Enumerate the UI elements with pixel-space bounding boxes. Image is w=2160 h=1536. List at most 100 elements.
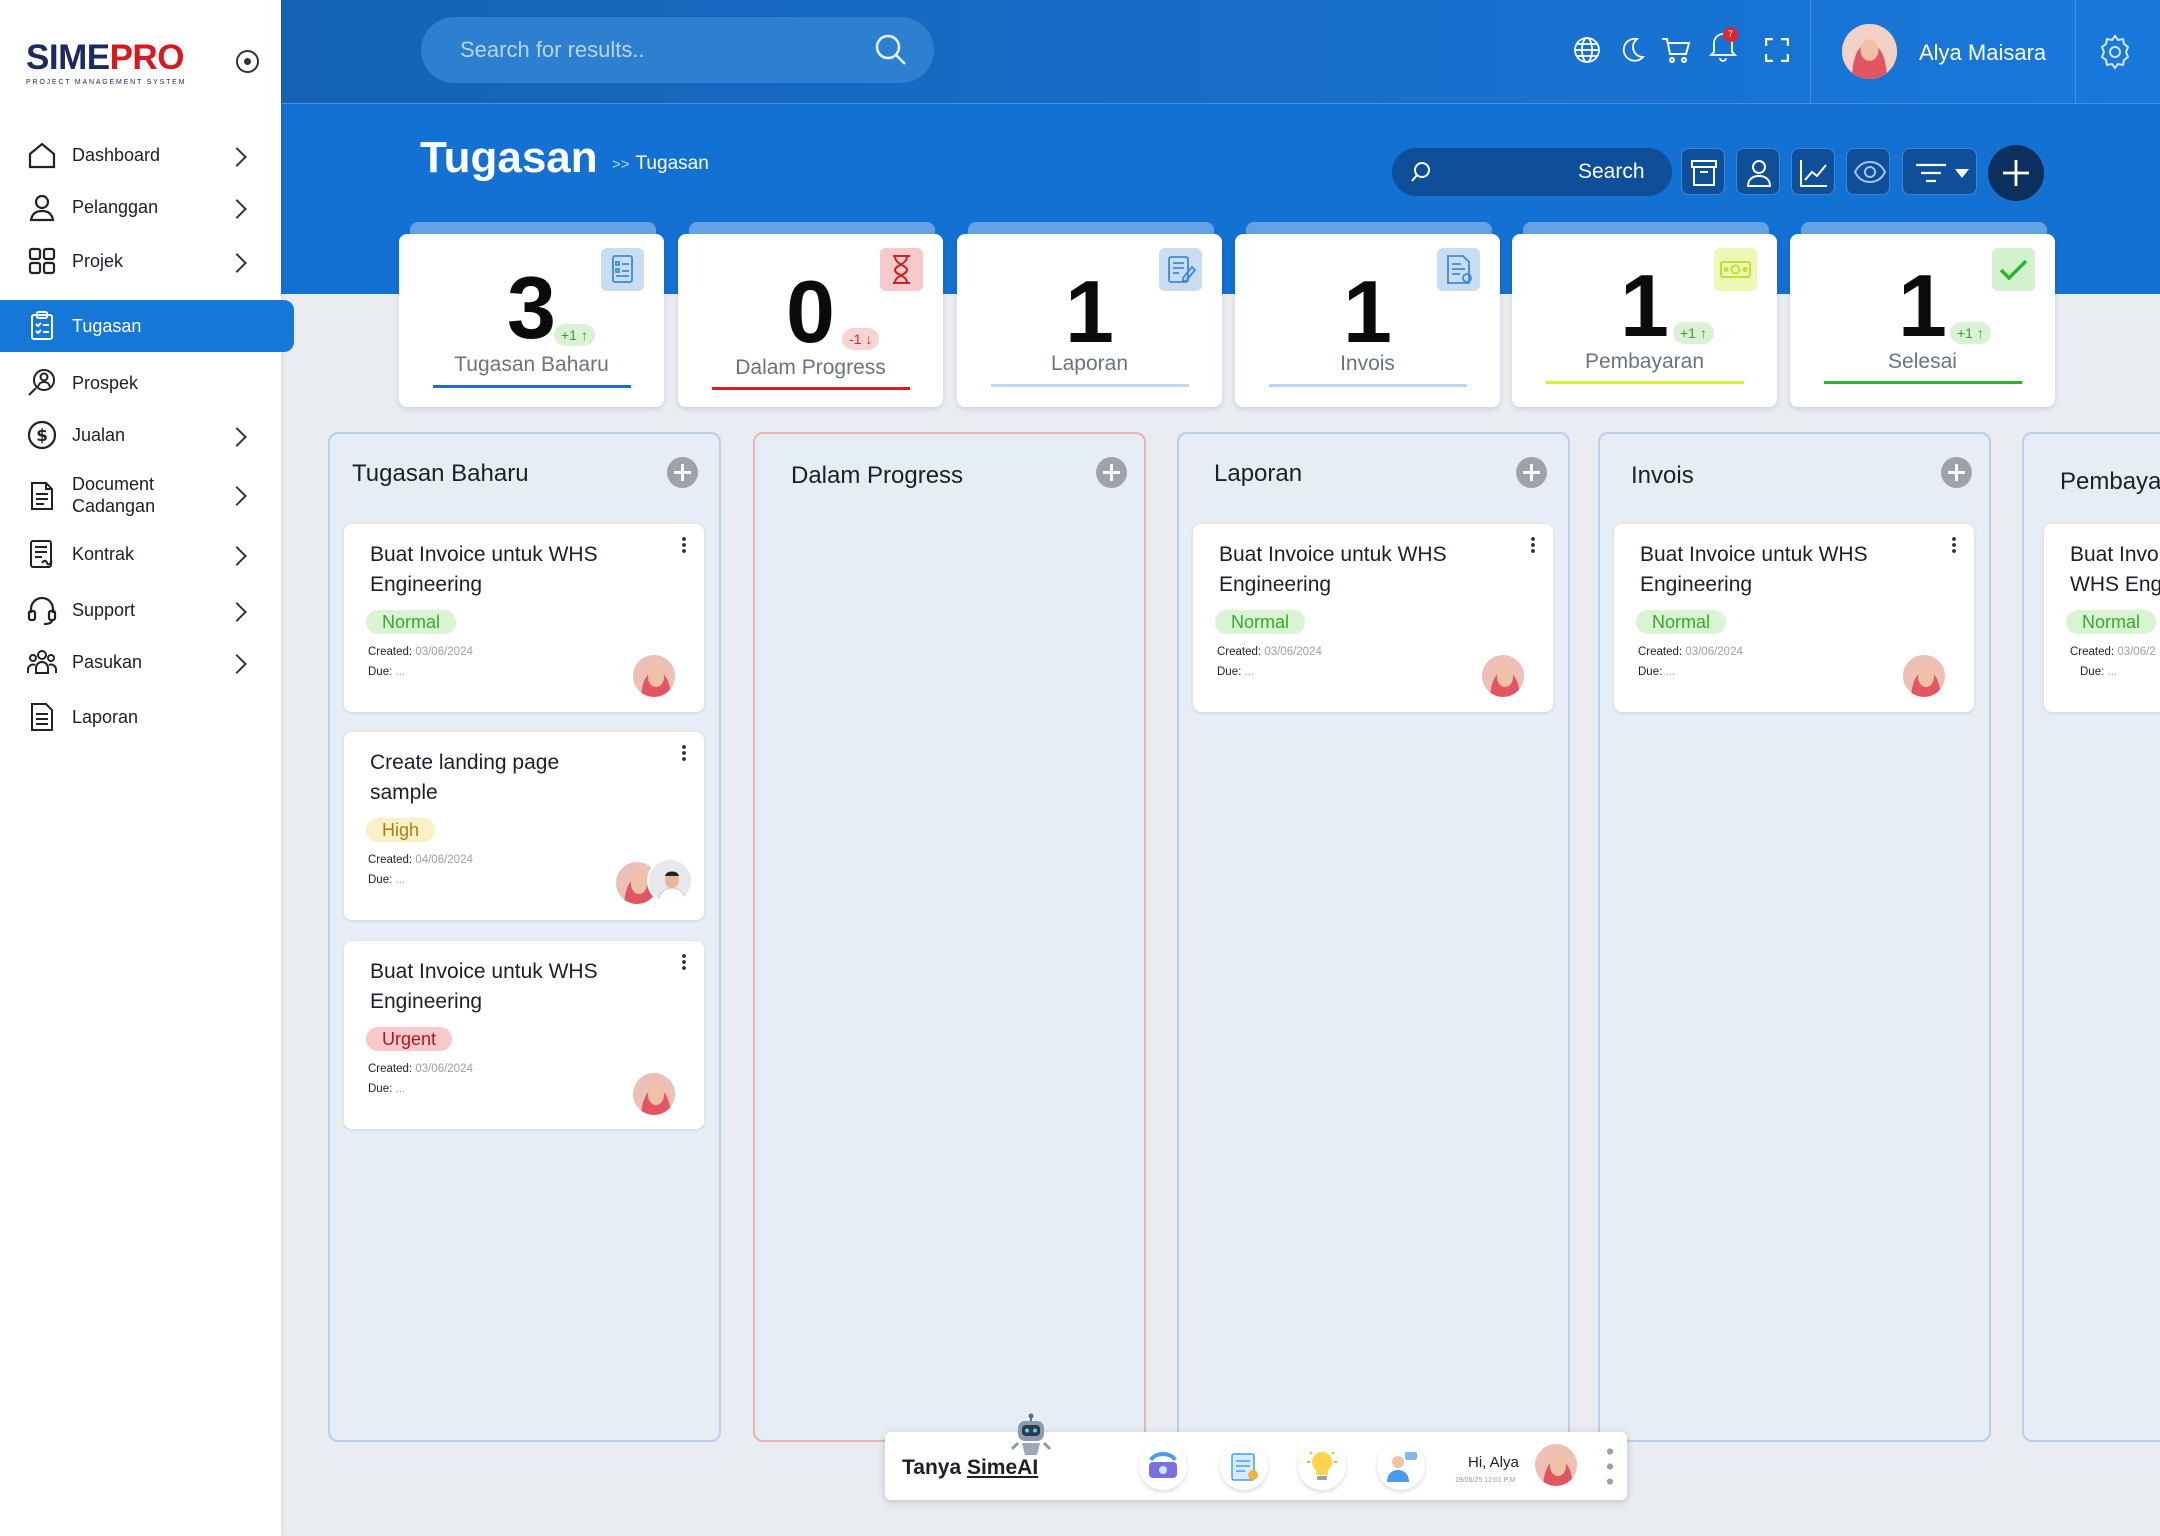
notification-bell[interactable]: 7 [1709,27,1738,62]
more-vertical-icon[interactable] [682,953,686,971]
task-title: Buat Invo [2070,543,2159,566]
kanban-column-dalam-progress: Dalam Progress [753,432,1146,1442]
ai-shortcut-button[interactable] [1298,1442,1346,1490]
filter-dropdown-button[interactable] [1902,148,1977,195]
view-toggle-button[interactable] [1846,148,1890,195]
sidebar-item-pasukan[interactable]: Pasukan [0,640,294,684]
sidebar-item-support[interactable]: Support [0,588,294,632]
moon-icon[interactable] [1619,36,1645,64]
task-title-line2: WHS Eng [2070,573,2160,596]
add-task-button[interactable] [1988,145,2044,201]
sidebar-item-label: Pelanggan [72,197,159,217]
archive-button[interactable] [1681,148,1725,195]
assignee-filter-button[interactable] [1736,148,1780,195]
task-created: Created: 03/06/2024 [1217,646,1322,658]
stat-card-laporan[interactable]: 1 Laporan [957,234,1222,407]
sidebar-item-document-cadangan[interactable]: Document Cadangan [0,465,294,527]
add-card-button[interactable] [1516,457,1547,488]
add-card-button[interactable] [1941,457,1972,488]
sidebar-toggle-icon[interactable] [236,50,259,73]
task-card[interactable]: Buat Invoice untuk WHS Engineering Urgen… [344,941,704,1129]
stat-label: Selesai [1888,350,1957,373]
home-icon [28,142,56,169]
stat-label: Tugasan Baharu [454,353,609,376]
priority-badge: Normal [1215,610,1306,634]
analytics-button[interactable] [1791,148,1835,195]
stat-card-tugasan-baharu[interactable]: 3 +1 ↑ Tugasan Baharu [399,234,664,407]
settings-gear-icon[interactable] [2097,34,2133,70]
task-due: Due: ... [368,1083,406,1095]
assignee-avatar[interactable] [631,653,677,699]
task-card[interactable]: Buat Invoice untuk WHS Engineering Norma… [344,524,704,712]
task-created: Created: 03/06/2 [2070,646,2156,658]
contract-icon [30,540,53,568]
stat-card-selesai[interactable]: 1 +1 ↑ Selesai [1790,234,2055,407]
stat-label: Pembayaran [1584,350,1705,373]
svg-text:$: $ [36,426,48,446]
sidebar-item-kontrak[interactable]: Kontrak [0,532,294,576]
task-created: Created: 04/06/2024 [368,854,473,866]
dollar-icon: $ [27,420,57,450]
sidebar-item-label: Jualan [72,425,126,445]
cart-icon[interactable] [1661,36,1691,64]
assignee-avatar[interactable] [647,858,693,904]
eye-icon [1854,160,1886,184]
sidebar-item-prospek[interactable]: Prospek [0,361,294,405]
assignee-avatar[interactable] [631,1071,677,1117]
report-edit-icon [1159,248,1202,291]
assignee-avatar[interactable] [1480,653,1526,699]
task-card[interactable]: Create landing page sample High Created:… [344,732,704,920]
task-search-input[interactable]: Search [1392,148,1672,196]
search-icon [875,34,906,65]
add-card-button[interactable] [667,457,698,488]
global-search-input[interactable]: Search for results.. [421,17,934,83]
ai-assistant-label[interactable]: Tanya SimeAI [902,1456,1039,1479]
logo-text-sime: SIME [26,38,110,77]
sidebar-item-pelanggan[interactable]: Pelanggan [0,185,294,229]
globe-icon[interactable] [1573,36,1601,64]
sidebar-item-tugasan[interactable]: Tugasan [0,300,294,352]
user-name[interactable]: Alya Maisara [1919,40,2047,65]
more-vertical-icon[interactable] [682,744,686,762]
divider [2075,0,2076,104]
stat-label: Invois [1340,352,1395,375]
user-avatar[interactable] [1842,24,1897,79]
sidebar-item-dashboard[interactable]: Dashboard [0,133,294,177]
assignee-avatar[interactable] [1901,653,1947,699]
app-logo[interactable]: SIMEPRO PROJECT MANAGEMENT SYSTEM [26,40,186,86]
ai-shortcut-button[interactable] [1139,1442,1187,1490]
priority-badge: Normal [2066,610,2157,634]
more-vertical-icon[interactable] [1952,536,1956,554]
checklist-icon [601,248,644,291]
sidebar-item-laporan[interactable]: Laporan [0,695,294,739]
team-icon [27,650,57,674]
stat-card-dalam-progress[interactable]: 0 -1 ↓ Dalam Progress [678,234,943,407]
user-avatar[interactable] [1533,1442,1579,1488]
stat-accent-bar [1824,381,2022,384]
ai-shortcut-button[interactable] [1377,1442,1425,1490]
more-vertical-icon[interactable] [1607,1444,1613,1488]
add-card-button[interactable] [1096,457,1127,488]
grid-icon [28,247,56,275]
task-card[interactable]: Buat Invoice untuk WHS Engineering Norma… [1614,524,1974,712]
sidebar-item-jualan[interactable]: $ Jualan [0,413,294,457]
fullscreen-icon[interactable] [1765,38,1789,62]
stat-accent-bar [1269,384,1467,387]
user-search-icon [28,369,55,396]
task-card[interactable]: Buat Invoice untuk WHS Engineering Norma… [1193,524,1553,712]
priority-badge: Normal [1636,610,1727,634]
phone-icon [1149,1452,1177,1478]
sidebar-item-label: Kontrak [72,544,135,564]
stat-card-pembayaran[interactable]: 1 +1 ↑ Pembayaran [1512,234,1777,407]
task-card[interactable]: Buat Invo WHS Eng Normal Created: 03/06/… [2044,524,2160,712]
ai-shortcut-button[interactable] [1220,1442,1268,1490]
breadcrumb-current[interactable]: Tugasan [635,153,709,174]
stat-card-invois[interactable]: 1 Invois [1235,234,1500,407]
more-vertical-icon[interactable] [682,536,686,554]
money-icon [1714,248,1757,291]
sidebar-item-label: Laporan [72,707,139,727]
more-vertical-icon[interactable] [1531,536,1535,554]
sidebar-item-projek[interactable]: Projek [0,239,294,283]
ai-assistant-bar[interactable]: Tanya SimeAI Hi, Alya 19/05/25 12:01 P.M [885,1432,1627,1500]
top-bar: Search for results.. 7 Alya Maisara [281,0,2160,104]
